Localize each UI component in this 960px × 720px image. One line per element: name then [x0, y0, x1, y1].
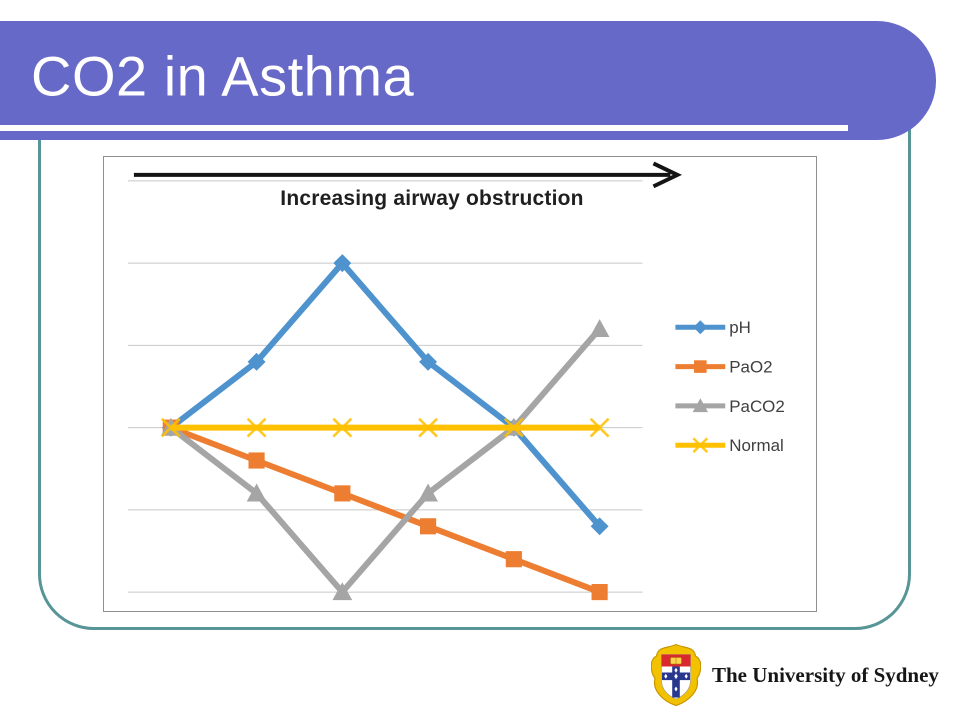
svg-text:Normal: Normal	[729, 436, 784, 455]
university-crest-icon	[651, 643, 701, 707]
title-banner: CO2 in Asthma	[0, 21, 936, 140]
gridlines	[127, 180, 643, 593]
series-Normal	[160, 417, 610, 438]
svg-text:pH: pH	[729, 318, 751, 337]
footer-logo: The University of Sydney	[651, 643, 939, 707]
university-name: The University of Sydney	[712, 662, 939, 687]
chart-panel: pH PaO2 PaCO2 Normal Increasing airway obst…	[103, 156, 817, 612]
svg-text:PaO2: PaO2	[729, 358, 772, 377]
line-chart: pH PaO2 PaCO2 Normal	[127, 161, 785, 601]
chart-legend: pH PaO2 PaCO2 Normal	[675, 318, 785, 455]
legend-item-PaO2: PaO2	[675, 358, 773, 377]
legend-item-PaCO2: PaCO2	[675, 397, 785, 416]
obstruction-arrow	[133, 161, 683, 189]
legend-item-Normal: Normal	[675, 436, 784, 455]
slide-title: CO2 in Asthma	[31, 43, 415, 107]
title-underline	[0, 125, 848, 131]
svg-text:PaCO2: PaCO2	[729, 397, 785, 416]
legend-item-pH: pH	[675, 318, 751, 337]
chart-annotation: Increasing airway obstruction	[280, 187, 584, 210]
